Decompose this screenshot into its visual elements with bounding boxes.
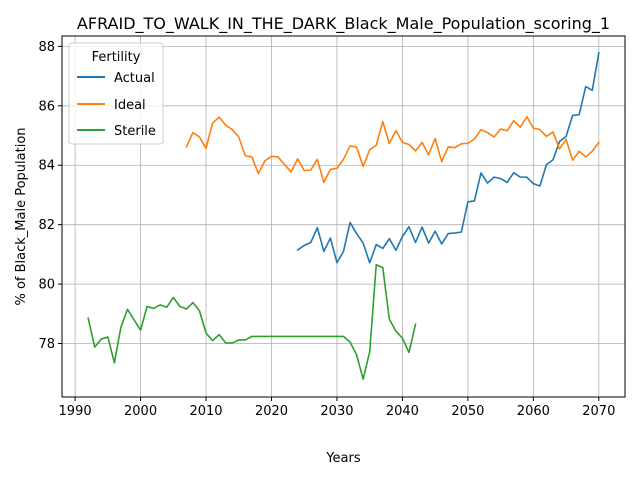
- x-axis: 1990 2000 2010 2020 2030 2040 2050 2060 2070: [59, 397, 615, 419]
- chart-title: AFRAID_TO_WALK_IN_THE_DARK_Black_Male_Po…: [77, 14, 610, 34]
- legend-frame: [68, 42, 164, 145]
- x-tick-label: 2060: [517, 404, 550, 419]
- y-tick-label: 78: [38, 337, 55, 352]
- y-tick-label: 80: [38, 278, 55, 293]
- series-line-actual: [296, 52, 600, 264]
- x-tick-label: 2010: [189, 404, 222, 419]
- grid: [62, 36, 625, 397]
- legend-label-sterile: Sterile: [114, 124, 156, 139]
- legend-label-actual: Actual: [114, 71, 155, 86]
- x-tick-label: 2040: [386, 404, 419, 419]
- legend-title: Fertility: [92, 50, 141, 65]
- x-tick-label: 2000: [124, 404, 157, 419]
- legend: Fertility Actual Ideal Sterile: [68, 42, 164, 145]
- x-tick-label: 2030: [320, 404, 353, 419]
- plot-frame: [61, 35, 626, 398]
- y-tick-label: 82: [38, 218, 55, 233]
- y-axis: 78 80 82 84 86 88: [38, 40, 62, 352]
- y-tick-label: 88: [38, 40, 55, 55]
- x-axis-label: Years: [325, 451, 361, 466]
- y-axis-label: % of Black_Male Population: [14, 127, 29, 305]
- series-layer: [87, 52, 600, 380]
- series-line-sterile: [87, 263, 417, 380]
- series-line-ideal: [185, 116, 600, 184]
- y-tick-label: 84: [38, 159, 55, 174]
- y-tick-label: 86: [38, 99, 55, 114]
- legend-label-ideal: Ideal: [114, 98, 146, 113]
- x-tick-label: 1990: [59, 404, 92, 419]
- x-tick-label: 2020: [255, 404, 288, 419]
- x-tick-label: 2070: [582, 404, 615, 419]
- x-tick-label: 2050: [451, 404, 484, 419]
